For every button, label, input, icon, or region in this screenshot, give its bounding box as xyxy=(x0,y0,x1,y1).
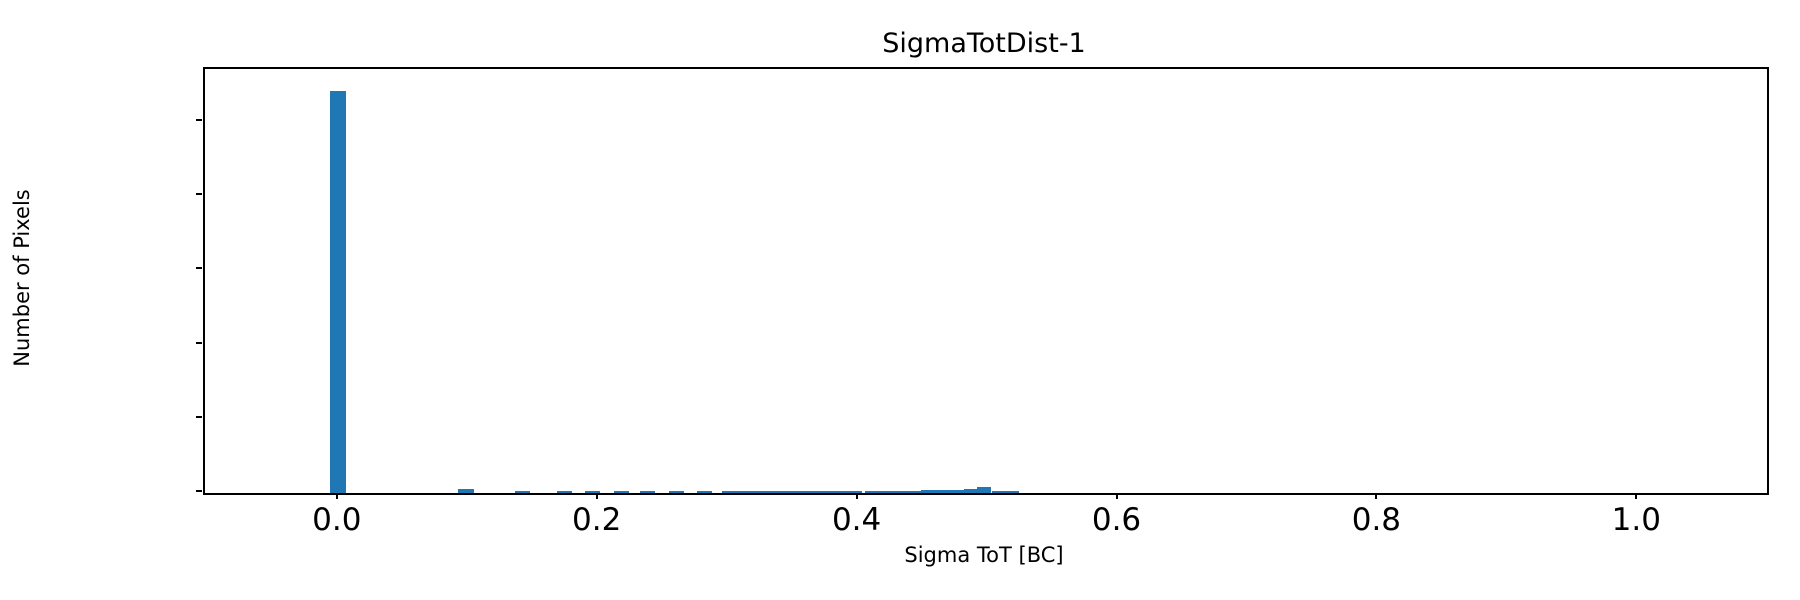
x-tick-mark xyxy=(1115,493,1118,499)
x-tick-label: 0.2 xyxy=(572,502,622,538)
x-tick-label: 0.6 xyxy=(1091,502,1142,538)
x-tick-label: 0.0 xyxy=(312,502,362,538)
x-tick-mark xyxy=(1375,493,1378,499)
histogram-bar xyxy=(949,490,964,493)
histogram-bar xyxy=(976,487,992,493)
y-tick-mark xyxy=(196,341,202,344)
y-tick-mark xyxy=(196,193,202,196)
histogram-bar xyxy=(963,489,977,493)
y-axis-label: Number of Pixels xyxy=(10,189,34,367)
histogram-bar xyxy=(613,490,629,493)
histogram-bar xyxy=(639,491,655,493)
histogram-bar xyxy=(864,490,879,493)
plot-area xyxy=(203,67,1769,495)
histogram-bars-layer xyxy=(205,69,1767,493)
histogram-bar xyxy=(878,490,921,493)
y-tick-mark xyxy=(196,118,202,121)
histogram-bar xyxy=(668,491,684,493)
y-tick-mark xyxy=(196,415,202,418)
chart-title: SigmaTotDist-1 xyxy=(882,28,1086,59)
histogram-bar xyxy=(514,490,530,493)
x-tick-label: 1.0 xyxy=(1611,502,1661,538)
x-tick-mark xyxy=(595,493,598,499)
x-axis-label: Sigma ToT [BC] xyxy=(904,543,1064,567)
x-tick-label: 0.8 xyxy=(1351,502,1402,538)
histogram-bar xyxy=(920,490,950,493)
x-tick-mark xyxy=(855,493,858,499)
histogram-bar xyxy=(457,488,474,493)
histogram-bar xyxy=(584,490,600,493)
histogram-bar xyxy=(696,490,712,493)
histogram-bar xyxy=(556,490,572,493)
histogram-bar xyxy=(329,90,346,493)
histogram-bar xyxy=(991,491,1020,493)
x-tick-mark xyxy=(1635,493,1638,499)
y-tick-mark xyxy=(196,490,202,492)
histogram-bar xyxy=(721,491,862,493)
y-tick-mark xyxy=(196,267,202,270)
x-tick-label: 0.4 xyxy=(831,502,882,538)
x-tick-mark xyxy=(335,493,338,499)
